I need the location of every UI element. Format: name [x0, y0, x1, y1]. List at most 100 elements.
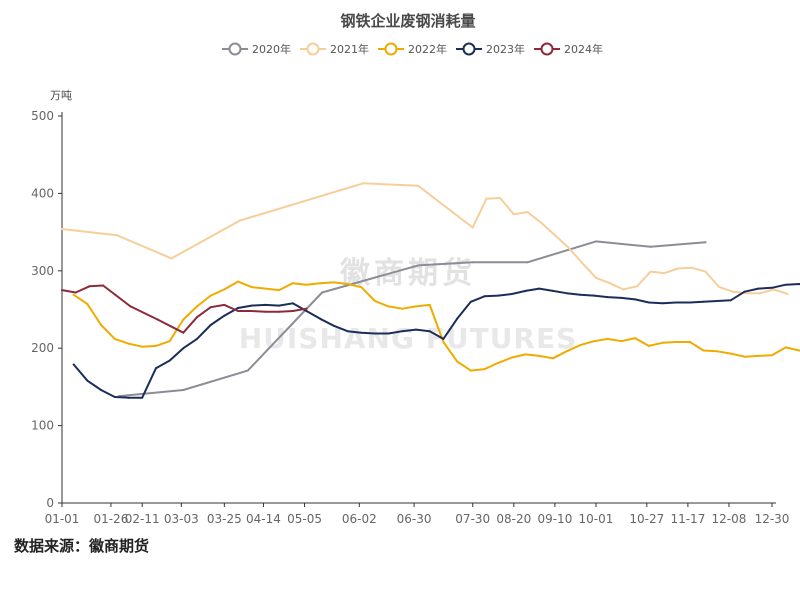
data-point: [223, 303, 226, 306]
x-tick-label: 01-01: [45, 512, 80, 526]
data-point: [469, 300, 472, 303]
data-point: [729, 352, 732, 355]
data-point: [690, 266, 693, 269]
x-tick-label: 04-14: [246, 512, 281, 526]
data-point: [182, 318, 185, 321]
data-point: [168, 359, 171, 362]
data-point: [321, 291, 324, 294]
legend-item[interactable]: 2022年: [378, 42, 447, 56]
data-point: [156, 318, 159, 321]
data-point: [250, 310, 253, 312]
series: [117, 240, 707, 398]
data-point: [209, 294, 212, 297]
data-point: [182, 389, 185, 391]
data-point: [540, 221, 543, 224]
data-point: [524, 289, 527, 292]
x-tick-label: 02-11: [125, 512, 160, 526]
data-point: [86, 303, 89, 306]
data-point: [88, 285, 91, 288]
data-point: [510, 356, 513, 359]
series: [72, 280, 800, 372]
legend-label: 2024年: [564, 42, 603, 56]
legend-swatch-marker: [384, 42, 398, 56]
data-point: [704, 241, 707, 244]
legend-item[interactable]: 2024年: [534, 42, 603, 56]
data-point: [102, 284, 105, 287]
data-point: [622, 288, 625, 291]
data-point: [141, 396, 144, 399]
data-point: [595, 240, 597, 243]
data-point: [387, 305, 390, 308]
data-point: [127, 396, 130, 399]
data-point: [360, 286, 363, 289]
data-point: [620, 296, 623, 299]
legend: 2020年 2021年 2022年 2023年 2024年: [222, 42, 603, 56]
data-point: [154, 367, 157, 370]
data-point: [442, 341, 445, 343]
x-tick-label: 08-20: [496, 512, 531, 526]
data-point: [387, 332, 390, 335]
x-tick-label: 06-02: [342, 512, 377, 526]
watermark-cn-text: 徽商期货: [339, 256, 476, 291]
data-point: [401, 307, 404, 310]
data-point: [209, 306, 212, 309]
data-point: [291, 302, 294, 305]
data-point: [661, 302, 664, 305]
data-point: [373, 300, 376, 302]
data-point: [442, 337, 445, 340]
data-point: [223, 288, 226, 291]
data-point: [113, 396, 116, 398]
legend-swatch-marker: [306, 42, 320, 56]
data-point: [634, 337, 637, 340]
data-point: [743, 355, 746, 358]
data-point: [567, 246, 570, 249]
series: [72, 283, 800, 399]
data-point: [593, 340, 595, 343]
data-point: [595, 276, 597, 279]
data-point: [346, 330, 349, 333]
data-point: [127, 342, 130, 345]
watermark: 徽商期货 HUISHANG FUTURES: [239, 256, 577, 355]
legend-item[interactable]: 2023年: [456, 42, 525, 56]
data-point: [524, 353, 527, 356]
data-point: [620, 340, 623, 343]
data-point: [291, 310, 294, 312]
x-tick-label: 09-10: [537, 512, 572, 526]
legend-item[interactable]: 2021年: [300, 42, 369, 56]
data-point: [702, 349, 705, 352]
data-point: [759, 292, 762, 295]
data-point: [565, 292, 568, 295]
data-point: [471, 261, 474, 264]
y-tick-label: 400: [31, 186, 54, 200]
data-point: [538, 287, 541, 290]
data-point: [647, 344, 650, 347]
x-tick-label: 11-17: [670, 512, 705, 526]
y-tick-label: 0: [46, 496, 54, 510]
data-point: [731, 290, 734, 293]
data-point: [526, 261, 529, 264]
data-point: [86, 379, 89, 382]
data-point: [319, 317, 322, 320]
data-point: [649, 270, 652, 273]
data-point: [291, 282, 294, 285]
data-point: [428, 303, 431, 306]
data-point: [72, 293, 75, 296]
x-tick-label: 07-30: [455, 512, 490, 526]
data-point: [250, 304, 253, 307]
data-point: [581, 262, 584, 265]
data-point: [675, 301, 678, 304]
data-point: [72, 363, 75, 366]
data-point: [401, 330, 404, 333]
data-point: [129, 305, 132, 308]
data-point: [196, 337, 198, 340]
series-layer: [61, 182, 800, 399]
data-point: [606, 296, 609, 299]
data-point: [319, 282, 322, 285]
data-point: [154, 344, 157, 347]
x-tick-label: 01-26: [93, 512, 128, 526]
legend-item[interactable]: 2020年: [222, 42, 291, 56]
data-point: [483, 368, 486, 371]
series: [61, 182, 789, 295]
data-point: [182, 347, 185, 350]
